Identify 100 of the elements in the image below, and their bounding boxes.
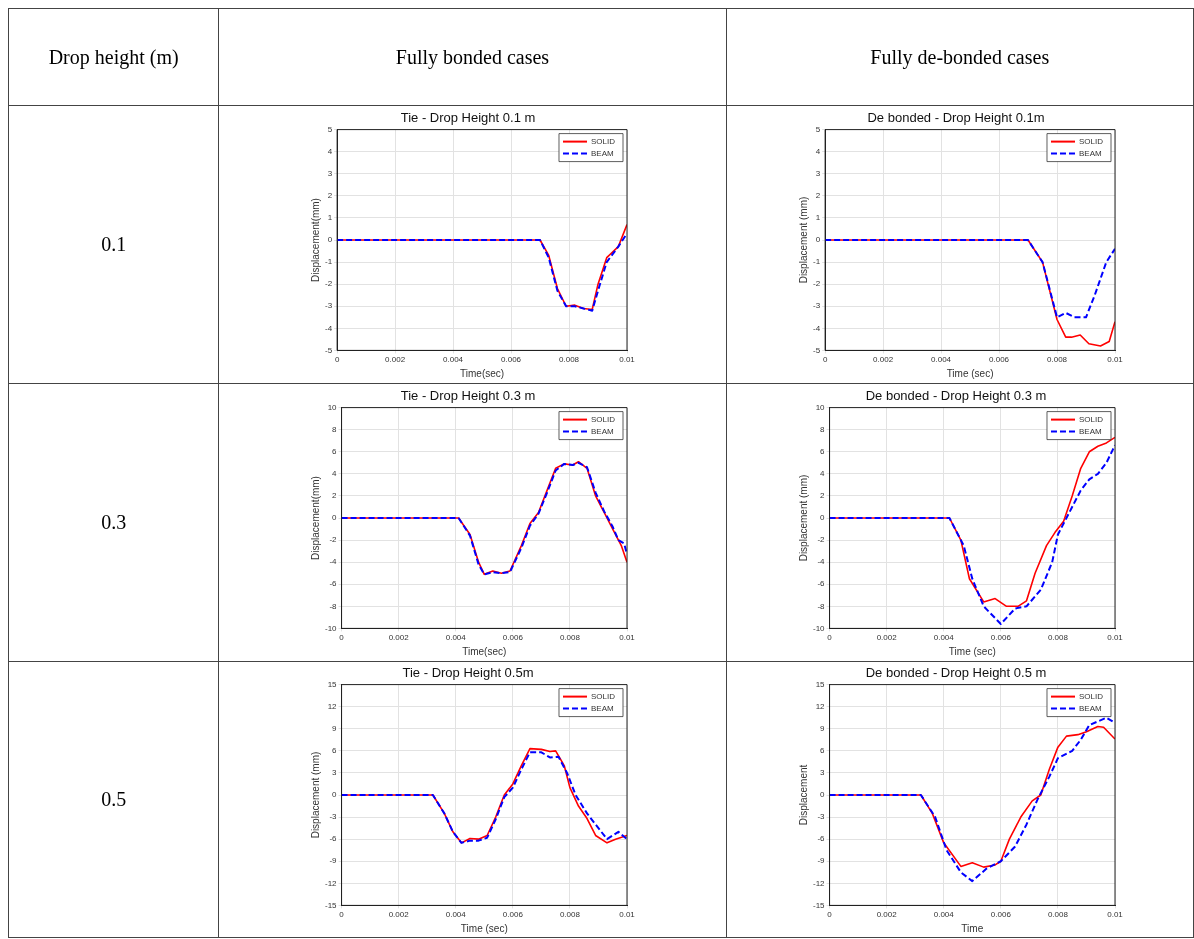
y-axis-title: Displacement (mm) — [797, 196, 809, 283]
x-tick-label: 0.008 — [1047, 632, 1069, 642]
legend-label: BEAM — [591, 426, 615, 436]
legend-label: BEAM — [1078, 703, 1102, 713]
y-tick-label: 0 — [815, 234, 821, 244]
x-tick-label: 0.008 — [1047, 909, 1069, 919]
y-tick-label: 6 — [819, 446, 825, 456]
chart-title: De bonded - Drop Height 0.5 m — [865, 664, 1047, 680]
x-tick-label: 0.004 — [443, 354, 465, 364]
y-tick-label: 9 — [332, 723, 338, 733]
x-tick-label: 0.004 — [933, 632, 955, 642]
y-tick-label: 5 — [815, 124, 821, 134]
y-tick-label: -4 — [812, 323, 821, 333]
x-tick-label: 0.006 — [503, 632, 524, 642]
x-tick-label: 0.01 — [619, 632, 636, 642]
x-tick-label: 0.01 — [1106, 354, 1124, 364]
text: 0.3 — [8, 383, 219, 662]
y-tick-label: 3 — [815, 168, 821, 178]
chart-title: Tie - Drop Height 0.1 m — [401, 109, 536, 125]
y-tick-label: 2 — [328, 190, 334, 200]
y-tick-label: 3 — [328, 168, 334, 178]
y-axis-title: Displacement (mm) — [797, 474, 809, 561]
y-tick-label: -2 — [812, 278, 821, 288]
x-axis-title: Time(sec) — [460, 367, 505, 379]
y-tick-label: 1 — [815, 212, 821, 222]
y-tick-label: 10 — [328, 402, 338, 412]
y-tick-label: -2 — [329, 534, 338, 544]
y-tick-label: 4 — [332, 468, 338, 478]
legend-label: SOLID — [1078, 414, 1103, 424]
x-tick-label: 0.006 — [503, 909, 524, 919]
y-tick-label: 15 — [328, 679, 338, 689]
y-tick-label: 1 — [328, 212, 334, 222]
x-tick-label: 0 — [827, 632, 833, 642]
y-tick-label: 8 — [819, 424, 825, 434]
legend-label: BEAM — [591, 148, 615, 158]
y-tick-label: -10 — [325, 623, 338, 633]
y-tick-label: -6 — [817, 578, 825, 588]
x-tick-label: 0.002 — [872, 354, 894, 364]
y-tick-label: 3 — [332, 767, 338, 777]
x-tick-label: 0.002 — [876, 632, 897, 642]
legend-label: SOLID — [591, 136, 616, 146]
y-tick-label: 0 — [332, 789, 338, 799]
y-axis-title: Displacement — [797, 763, 809, 825]
y-tick-label: 2 — [815, 190, 821, 200]
y-tick-label: -3 — [812, 300, 821, 310]
y-tick-label: -8 — [329, 601, 338, 611]
x-tick-label: 0 — [339, 909, 345, 919]
x-tick-label: 0 — [339, 632, 345, 642]
y-axis-title: Displacement (mm) — [310, 751, 322, 838]
y-tick-label: -9 — [329, 855, 338, 865]
x-tick-label: 0.006 — [990, 909, 1012, 919]
text: Drop height (m) — [8, 8, 219, 106]
y-tick-label: -9 — [817, 855, 825, 865]
y-tick-label: 0 — [332, 512, 338, 522]
chart-title: De bonded - Drop Height 0.1m — [867, 109, 1045, 125]
y-tick-label: -12 — [325, 878, 338, 888]
x-tick-label: 0.002 — [876, 909, 897, 919]
y-tick-label: -2 — [817, 534, 825, 544]
text: 0.1 — [8, 105, 219, 384]
y-tick-label: -1 — [325, 256, 334, 266]
y-tick-label: -4 — [817, 556, 825, 566]
y-tick-label: 0 — [819, 789, 825, 799]
x-tick-label: 0.006 — [988, 354, 1010, 364]
x-axis-title: Time (sec) — [461, 922, 509, 934]
y-tick-label: -12 — [812, 878, 825, 888]
line-series — [824, 238, 1115, 318]
x-tick-label: 0.002 — [389, 909, 410, 919]
x-tick-label: 0.008 — [559, 354, 581, 364]
y-tick-label: 2 — [332, 490, 338, 500]
x-tick-label: 0.008 — [560, 909, 581, 919]
y-tick-label: 5 — [328, 124, 334, 134]
x-tick-label: 0.008 — [560, 632, 581, 642]
y-tick-label: -5 — [325, 345, 334, 355]
text: Fully de-bonded cases — [726, 8, 1194, 106]
legend-label: SOLID — [591, 691, 616, 701]
y-tick-label: 15 — [815, 679, 825, 689]
x-axis-title: Time (sec) — [946, 367, 994, 379]
chart-title: Tie - Drop Height 0.5m — [402, 664, 534, 680]
y-tick-label: 0 — [328, 234, 334, 244]
x-tick-label: 0.004 — [930, 354, 952, 364]
legend-label: BEAM — [1078, 426, 1102, 436]
y-tick-label: 2 — [819, 490, 825, 500]
y-tick-label: 3 — [819, 767, 825, 777]
y-tick-label: -4 — [325, 323, 334, 333]
x-tick-label: 0.01 — [1106, 909, 1124, 919]
y-tick-label: 4 — [815, 146, 821, 156]
y-axis-title: Displacement(mm) — [310, 197, 322, 282]
x-axis-title: Time (sec) — [948, 645, 996, 657]
y-tick-label: -6 — [329, 578, 338, 588]
y-tick-label: 6 — [332, 446, 338, 456]
chart-title: Tie - Drop Height 0.3 m — [401, 387, 536, 403]
x-tick-label: 0.01 — [1106, 632, 1124, 642]
x-axis-title: Time(sec) — [462, 645, 507, 657]
y-tick-label: -4 — [329, 556, 338, 566]
y-tick-label: -1 — [812, 256, 821, 266]
x-tick-label: 0.002 — [385, 354, 407, 364]
x-tick-label: 0.01 — [619, 909, 636, 919]
y-tick-label: -3 — [817, 811, 825, 821]
y-tick-label: 12 — [328, 701, 338, 711]
legend-label: BEAM — [1078, 148, 1102, 158]
